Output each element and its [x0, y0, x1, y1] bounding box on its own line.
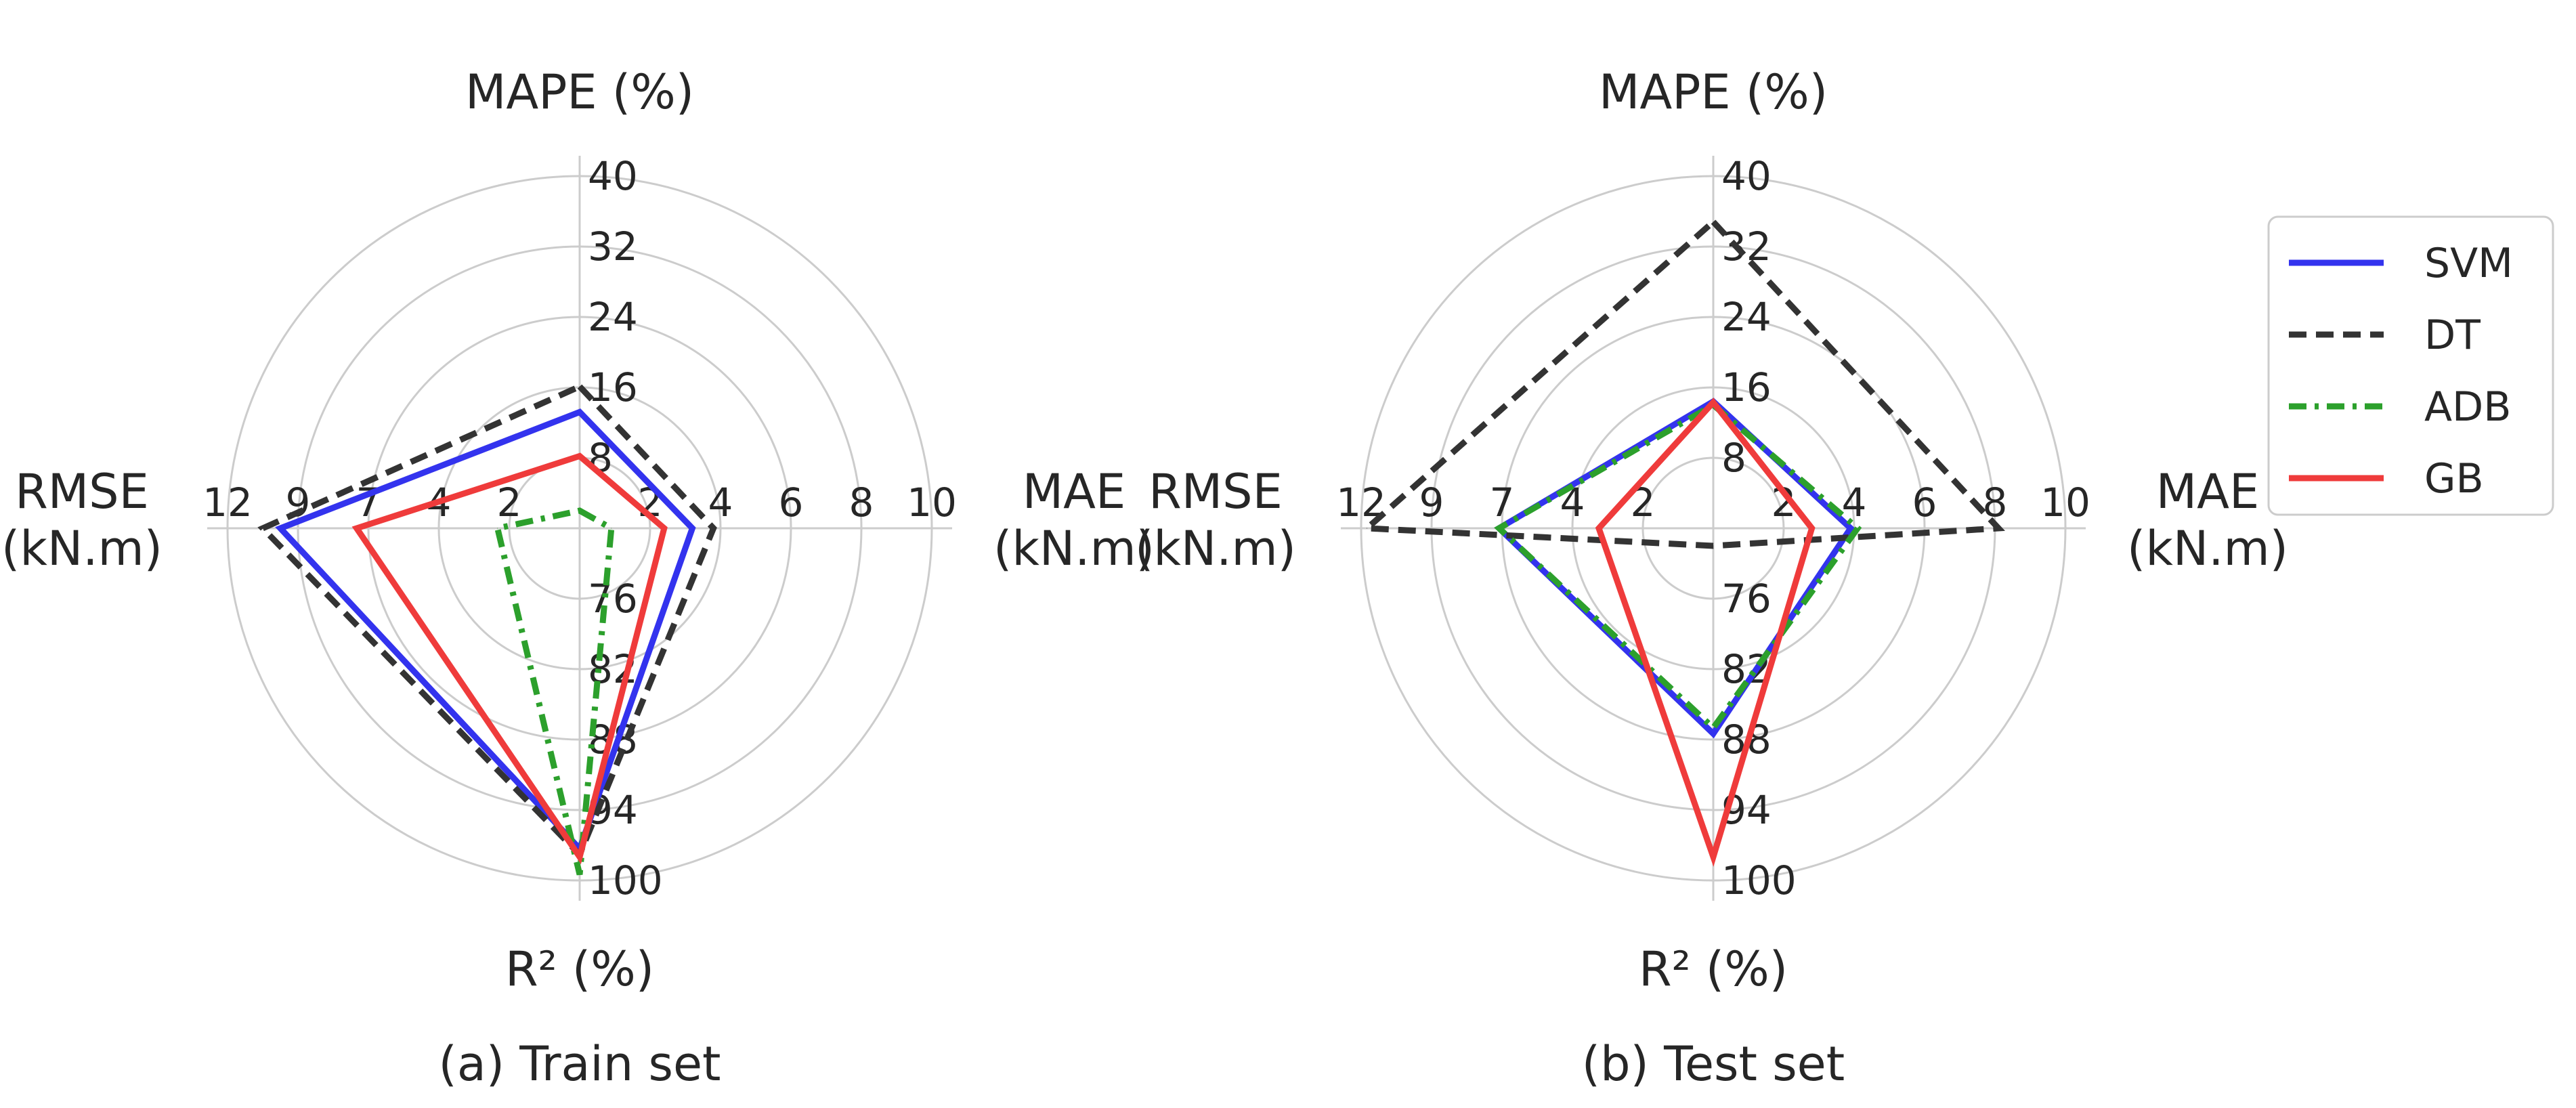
legend-label: DT [2424, 312, 2481, 359]
tick-label: 76 [1721, 576, 1772, 622]
panel-caption: (a) Train set [439, 1036, 721, 1092]
axis-label: MAPE (%) [465, 64, 694, 120]
tick-label: 6 [779, 480, 804, 526]
series-gb [1595, 398, 1816, 867]
tick-label: 2 [497, 480, 522, 526]
series-adb [1494, 401, 1862, 733]
tick-label: 32 [588, 223, 638, 270]
panel-caption: (b) Test set [1582, 1036, 1845, 1092]
tick-label: 4 [708, 480, 733, 526]
tick-label: 10 [2040, 480, 2090, 526]
legend-frame [2267, 215, 2554, 516]
tick-label: 12 [202, 480, 253, 526]
axis-label: RMSE [15, 464, 149, 519]
axis-label: (kN.m) [2127, 521, 2288, 576]
data-point [713, 528, 714, 529]
tick-label: 10 [907, 480, 957, 526]
data-point [1713, 727, 1714, 729]
legend-label: SVM [2424, 240, 2513, 287]
tick-label: 40 [588, 153, 638, 199]
data-point [497, 528, 498, 529]
tick-label: 4 [1842, 480, 1867, 526]
tick-label: 16 [588, 364, 638, 410]
data-point [1713, 221, 1714, 223]
tick-label: 76 [588, 576, 638, 622]
tick-label: 100 [1721, 857, 1797, 903]
data-point [1713, 402, 1714, 403]
axis-label: (kN.m) [993, 521, 1155, 576]
legend-label: ADB [2424, 383, 2511, 431]
data-point [1598, 528, 1600, 529]
data-point [280, 528, 281, 529]
series-dt [1359, 217, 2005, 549]
tick-label: 8 [1983, 480, 2008, 526]
series-dt [257, 383, 717, 860]
tick-label: 24 [1721, 294, 1772, 340]
tick-label: 100 [588, 857, 663, 903]
tick-label: 40 [1721, 153, 1772, 199]
legend-label: GB [2424, 455, 2484, 503]
axis-label: R² (%) [505, 941, 654, 997]
data-point [1811, 528, 1813, 529]
tick-label: 9 [1419, 480, 1444, 526]
data-point [1998, 528, 1999, 529]
tick-label: 8 [849, 480, 874, 526]
tick-label: 7 [356, 480, 381, 526]
tick-label: 32 [1721, 223, 1772, 270]
data-point [356, 528, 358, 529]
tick-label: 16 [1721, 364, 1772, 410]
tick-label: 6 [1912, 480, 1937, 526]
series-svm [275, 408, 696, 855]
data-point [1713, 545, 1714, 547]
axis-label: MAE [1023, 464, 1126, 519]
axis-label: (kN.m) [1135, 521, 1296, 576]
tick-label: 7 [1490, 480, 1515, 526]
data-point [691, 528, 693, 529]
axis-label: (kN.m) [1, 521, 163, 576]
data-point [1850, 528, 1851, 529]
data-point [1713, 733, 1714, 734]
axis-label: RMSE [1149, 464, 1283, 519]
tick-label: 24 [588, 294, 638, 340]
axis-label: R² (%) [1639, 941, 1788, 997]
axis-label: MAE [2156, 464, 2260, 519]
axis-label: MAPE (%) [1599, 64, 1828, 120]
legend: SVM DT ADB GB [2267, 215, 2554, 516]
